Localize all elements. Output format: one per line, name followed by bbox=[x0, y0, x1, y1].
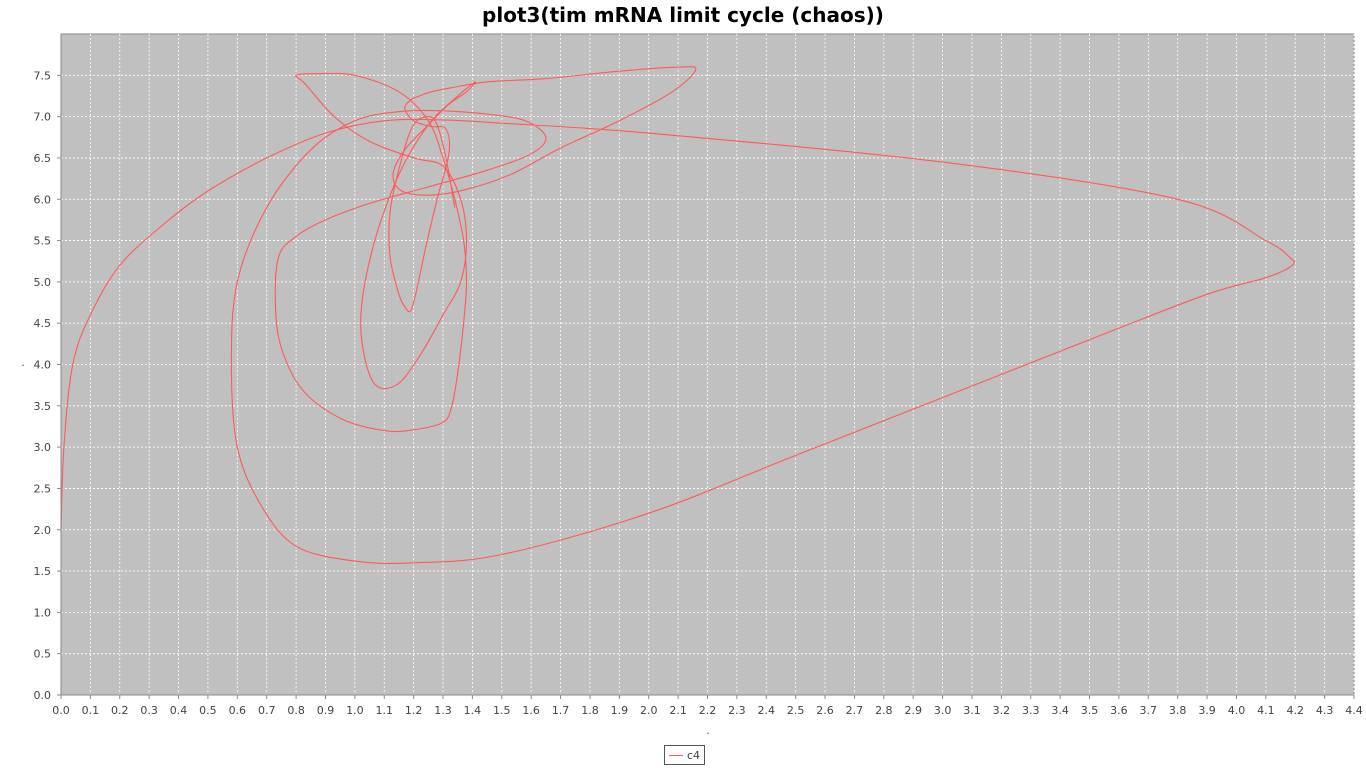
x-tick-label: 2.4 bbox=[758, 704, 776, 717]
x-tick-label: 4.3 bbox=[1316, 704, 1334, 717]
y-tick-label: 5.5 bbox=[34, 235, 52, 248]
x-tick-label: 4.0 bbox=[1228, 704, 1246, 717]
x-tick-label: 2.7 bbox=[846, 704, 864, 717]
legend-swatch-c4 bbox=[669, 754, 683, 756]
x-tick-label: 0.2 bbox=[111, 704, 129, 717]
y-tick-label: 1.5 bbox=[34, 565, 52, 578]
y-tick-label: 3.0 bbox=[34, 441, 52, 454]
x-tick-label: 3.7 bbox=[1140, 704, 1158, 717]
x-tick-label: 1.6 bbox=[522, 704, 540, 717]
chart-title: plot3(tim mRNA limit cycle (chaos)) bbox=[482, 3, 884, 27]
x-tick-label: 2.3 bbox=[728, 704, 746, 717]
x-tick-label: 3.8 bbox=[1169, 704, 1187, 717]
x-tick-label: 3.2 bbox=[993, 704, 1011, 717]
x-tick-label: 0.4 bbox=[170, 704, 188, 717]
x-tick-label: 1.0 bbox=[346, 704, 364, 717]
x-tick-label: 0.1 bbox=[82, 704, 100, 717]
x-tick-label: 3.0 bbox=[934, 704, 952, 717]
legend-label-c4: c4 bbox=[687, 748, 701, 762]
x-tick-label: 1.5 bbox=[493, 704, 511, 717]
x-tick-label: 4.2 bbox=[1286, 704, 1304, 717]
y-tick-label: 4.5 bbox=[34, 317, 52, 330]
x-tick-label: 4.1 bbox=[1257, 704, 1275, 717]
legend: c4 bbox=[664, 745, 706, 765]
x-tick-label: 2.8 bbox=[875, 704, 893, 717]
x-tick-label: 2.5 bbox=[787, 704, 805, 717]
y-tick-label: 2.0 bbox=[34, 524, 52, 537]
x-tick-label: 3.4 bbox=[1051, 704, 1069, 717]
x-tick-label: 3.9 bbox=[1198, 704, 1216, 717]
y-tick-label: 1.0 bbox=[34, 606, 52, 619]
x-tick-label: 0.3 bbox=[140, 704, 158, 717]
x-tick-label: 0.5 bbox=[199, 704, 217, 717]
x-tick-label: 0.0 bbox=[52, 704, 70, 717]
x-tick-label: 1.2 bbox=[405, 704, 423, 717]
x-tick-label: 3.6 bbox=[1110, 704, 1128, 717]
y-tick-label: 0.0 bbox=[34, 689, 52, 702]
x-tick-label: 2.2 bbox=[699, 704, 717, 717]
x-tick-label: 1.4 bbox=[464, 704, 482, 717]
x-tick-label: 2.6 bbox=[816, 704, 834, 717]
y-tick-label: 6.0 bbox=[34, 193, 52, 206]
y-axis-label: . bbox=[21, 356, 25, 369]
x-tick-label: 2.0 bbox=[640, 704, 658, 717]
x-tick-label: 1.7 bbox=[552, 704, 570, 717]
x-tick-label: 0.6 bbox=[229, 704, 247, 717]
y-tick-label: 5.0 bbox=[34, 276, 52, 289]
series-line-c4 bbox=[60, 66, 1295, 565]
x-tick-label: 0.8 bbox=[287, 704, 305, 717]
y-axis: 0.0 0.5 1.0 1.5 2.0 2.5 3.0 3.5 4.0 4.5 5.0 5.5 6.0 6… bbox=[34, 34, 62, 702]
x-tick-label: 2.1 bbox=[669, 704, 687, 717]
x-tick-label: 2.9 bbox=[904, 704, 922, 717]
y-tick-label: 3.5 bbox=[34, 400, 52, 413]
x-tick-label: 0.9 bbox=[317, 704, 335, 717]
x-tick-label: 1.8 bbox=[581, 704, 599, 717]
y-tick-label: 2.5 bbox=[34, 482, 52, 495]
x-tick-label: 1.9 bbox=[611, 704, 629, 717]
y-tick-label: 7.5 bbox=[34, 69, 52, 82]
y-tick-label: 4.0 bbox=[34, 359, 52, 372]
x-tick-label: 1.1 bbox=[376, 704, 394, 717]
x-axis: 0.0 0.1 0.2 0.3 0.4 0.5 0.6 0.7 0.8 0.9 1.0 1.1 1.2 1… bbox=[52, 694, 1363, 717]
series-layer bbox=[60, 66, 1295, 565]
y-tick-label: 7.0 bbox=[34, 111, 52, 124]
gridlines bbox=[61, 34, 1355, 695]
y-tick-label: 0.5 bbox=[34, 648, 52, 661]
y-tick-label: 6.5 bbox=[34, 152, 52, 165]
x-tick-label: 0.7 bbox=[258, 704, 276, 717]
x-tick-label: 3.1 bbox=[963, 704, 981, 717]
x-tick-label: 3.5 bbox=[1081, 704, 1099, 717]
x-tick-label: 3.3 bbox=[1022, 704, 1040, 717]
x-tick-label: 4.4 bbox=[1345, 704, 1363, 717]
x-tick-label: 1.3 bbox=[434, 704, 452, 717]
x-axis-label: . bbox=[706, 724, 710, 737]
